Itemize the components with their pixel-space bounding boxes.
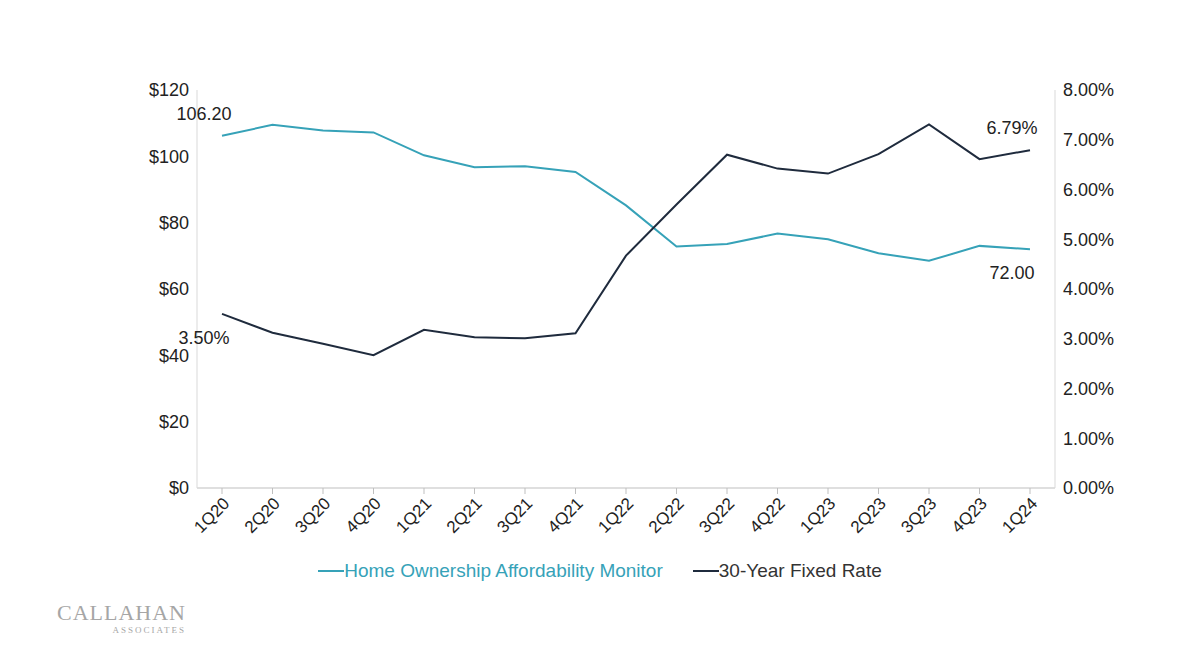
html-text:CALLAHAN: CALLAHAN: [57, 600, 186, 625]
svg-text:2Q22: 2Q22: [645, 494, 688, 537]
svg-text:$120: $120: [149, 80, 189, 100]
svg-text:$40: $40: [159, 346, 189, 366]
svg-text:6.79%: 6.79%: [986, 118, 1037, 138]
svg-text:1Q22: 1Q22: [595, 494, 638, 537]
svg-text:1Q21: 1Q21: [393, 494, 436, 537]
svg-text:4.00%: 4.00%: [1063, 279, 1114, 299]
svg-text:106.20: 106.20: [176, 104, 231, 124]
svg-text:4Q20: 4Q20: [342, 494, 385, 537]
svg-text:$0: $0: [169, 478, 189, 498]
svg-text:7.00%: 7.00%: [1063, 130, 1114, 150]
html-text:30-Year Fixed Rate: 30-Year Fixed Rate: [718, 560, 882, 581]
svg-text:3.50%: 3.50%: [178, 328, 229, 348]
svg-text:$80: $80: [159, 213, 189, 233]
svg-text:2.00%: 2.00%: [1063, 379, 1114, 399]
svg-text:3Q20: 3Q20: [292, 494, 335, 537]
svg-text:3.00%: 3.00%: [1063, 329, 1114, 349]
svg-text:3Q23: 3Q23: [898, 494, 941, 537]
svg-text:6.00%: 6.00%: [1063, 180, 1114, 200]
svg-text:2Q21: 2Q21: [443, 494, 486, 537]
svg-text:4Q22: 4Q22: [746, 494, 789, 537]
svg-text:1.00%: 1.00%: [1063, 429, 1114, 449]
svg-text:3Q22: 3Q22: [696, 494, 739, 537]
svg-text:3Q21: 3Q21: [494, 494, 537, 537]
html-text:ASSOCIATES: ASSOCIATES: [112, 625, 186, 635]
svg-text:2Q23: 2Q23: [847, 494, 890, 537]
svg-text:0.00%: 0.00%: [1063, 478, 1114, 498]
html-text:Home Ownership Affordability M: Home Ownership Affordability Monitor: [344, 560, 663, 581]
svg-text:1Q24: 1Q24: [999, 494, 1042, 537]
svg-text:2Q20: 2Q20: [241, 494, 284, 537]
svg-text:4Q23: 4Q23: [948, 494, 991, 537]
svg-text:$20: $20: [159, 412, 189, 432]
svg-text:1Q20: 1Q20: [191, 494, 234, 537]
svg-text:5.00%: 5.00%: [1063, 230, 1114, 250]
svg-text:8.00%: 8.00%: [1063, 80, 1114, 100]
svg-text:4Q21: 4Q21: [544, 494, 587, 537]
svg-text:1Q23: 1Q23: [797, 494, 840, 537]
svg-text:$60: $60: [159, 279, 189, 299]
svg-text:72.00: 72.00: [989, 263, 1034, 283]
svg-text:$100: $100: [149, 147, 189, 167]
